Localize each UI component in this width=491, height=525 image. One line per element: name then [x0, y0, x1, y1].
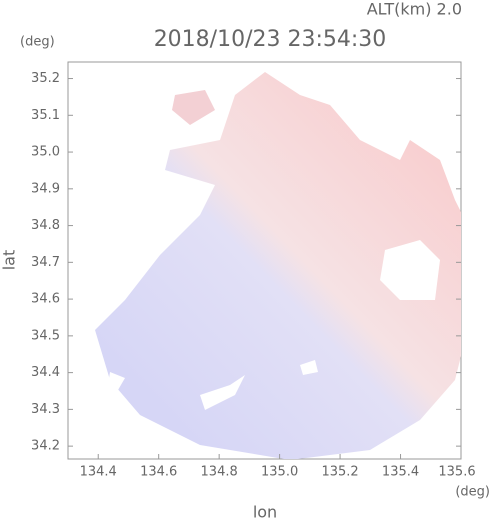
radar-field	[95, 72, 461, 459]
y-tick-label: 35.0	[31, 145, 60, 160]
x-axis-label: lon	[253, 503, 277, 522]
chart-title: 2018/10/23 23:54:30	[154, 27, 387, 52]
y-tick-label: 34.4	[31, 365, 60, 380]
y-axis-label: lat	[0, 250, 19, 271]
y-unit: (deg)	[20, 35, 55, 50]
x-tick-label: 135.6	[438, 465, 475, 480]
subtitle: ALT(km) 2.0	[367, 0, 462, 19]
y-tick-label: 35.2	[31, 71, 60, 86]
x-tick-label: 134.8	[201, 465, 238, 480]
y-tick-label: 35.1	[31, 108, 60, 123]
y-tick-label: 34.9	[31, 181, 60, 196]
x-tick-label: 135.0	[261, 465, 298, 480]
x-tick-label: 135.2	[321, 465, 358, 480]
x-tick-label: 134.6	[140, 465, 177, 480]
y-tick-label: 34.2	[31, 439, 60, 454]
axes: 134.4 134.6 134.8 135.0 135.2 135.4 135.6 34.2 3…	[31, 71, 476, 479]
y-tick-label: 34.6	[31, 292, 60, 307]
x-tick-label: 134.4	[80, 465, 117, 480]
y-tick-label: 34.7	[31, 255, 60, 270]
x-unit: (deg)	[455, 485, 490, 500]
y-tick-label: 34.3	[31, 402, 60, 417]
y-tick-label: 34.5	[31, 328, 60, 343]
y-tick-label: 34.8	[31, 218, 60, 233]
x-tick-label: 135.4	[382, 465, 419, 480]
